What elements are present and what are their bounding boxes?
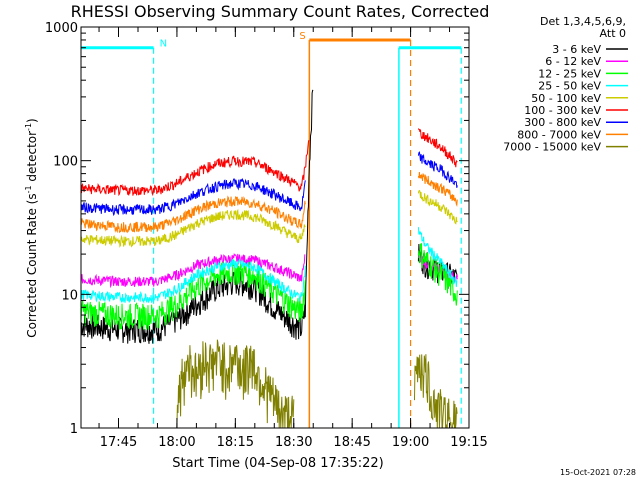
series-6-line-after <box>417 151 458 188</box>
x-tick-label: 18:30 <box>275 435 312 450</box>
legend-label: 50 - 100 keV <box>531 92 601 105</box>
series-7-line-after <box>417 171 458 208</box>
legend-item-4: 50 - 100 keV <box>531 92 628 105</box>
legend-item-8: 7000 - 15000 keV <box>503 141 628 154</box>
legend-item-5: 100 - 300 keV <box>524 104 628 117</box>
legend-item-6: 300 - 800 keV <box>524 116 628 129</box>
x-tick-label: 17:45 <box>100 435 137 450</box>
chart-title: RHESSI Observing Summary Count Rates, Co… <box>71 2 490 21</box>
x-tick-label: 18:15 <box>217 435 254 450</box>
legend-label: 12 - 25 keV <box>538 67 601 80</box>
annotation-marker-2 <box>398 46 462 428</box>
series-5-line <box>80 139 310 197</box>
series-4-line-after <box>417 189 458 225</box>
x-axis-label: Start Time (04-Sep-08 17:35:22) <box>172 456 383 471</box>
plot-area: NS <box>80 31 462 429</box>
svg-text:S: S <box>299 31 305 42</box>
series-5-line-after <box>417 128 458 168</box>
y-axis: 1 10 100 1000 <box>45 21 469 437</box>
legend-item-3: 25 - 50 keV <box>538 80 628 93</box>
legend-label: 300 - 800 keV <box>524 116 601 129</box>
legend-header-att: Att 0 <box>600 27 626 40</box>
legend-header: Det 1,3,4,5,6,9, <box>540 15 626 28</box>
series-8-line <box>176 339 295 429</box>
legend-item-7: 800 - 7000 keV <box>517 128 628 141</box>
x-axis: 17:45 18:00 18:15 18:30 18:45 19:00 19:15 <box>98 27 488 450</box>
x-tick-label: 19:00 <box>392 435 429 450</box>
legend-label: 3 - 6 keV <box>552 43 601 56</box>
series-2-line <box>80 259 306 331</box>
y-tick-label: 100 <box>53 155 78 170</box>
series-3-line-after <box>417 227 458 287</box>
legend-label: 6 - 12 keV <box>545 55 601 68</box>
legend-label: 800 - 7000 keV <box>517 128 601 141</box>
y-tick-label: 10 <box>61 288 78 303</box>
legend-item-1: 6 - 12 keV <box>545 55 628 68</box>
plot-frame <box>80 26 470 429</box>
y-axis-label: Corrected Count Rate (s-1 detector-1) <box>24 118 39 337</box>
legend-label: 7000 - 15000 keV <box>503 141 601 154</box>
svg-text:N: N <box>160 39 167 50</box>
annotation-s-1: S <box>299 31 412 428</box>
y-tick-label: 1 <box>70 422 78 437</box>
legend-label: 100 - 300 keV <box>524 104 601 117</box>
legend-item-0: 3 - 6 keV <box>552 43 628 56</box>
series-8-line-after <box>414 354 458 429</box>
series-6-line <box>80 177 306 217</box>
series-2-line-after <box>417 243 458 306</box>
series-1-line <box>80 252 306 289</box>
x-tick-label: 18:00 <box>158 435 195 450</box>
series-3-line <box>80 258 306 304</box>
series-4-line <box>80 208 306 248</box>
legend-label: 25 - 50 keV <box>538 80 601 93</box>
x-tick-label: 19:15 <box>450 435 487 450</box>
x-tick-label: 18:45 <box>333 435 370 450</box>
footer-date: 15-Oct-2021 07:28 <box>560 468 636 477</box>
series-7-line <box>80 195 306 234</box>
legend-item-2: 12 - 25 keV <box>538 67 628 80</box>
annotation-n-0: N <box>81 39 167 428</box>
y-tick-label: 1000 <box>45 21 78 36</box>
